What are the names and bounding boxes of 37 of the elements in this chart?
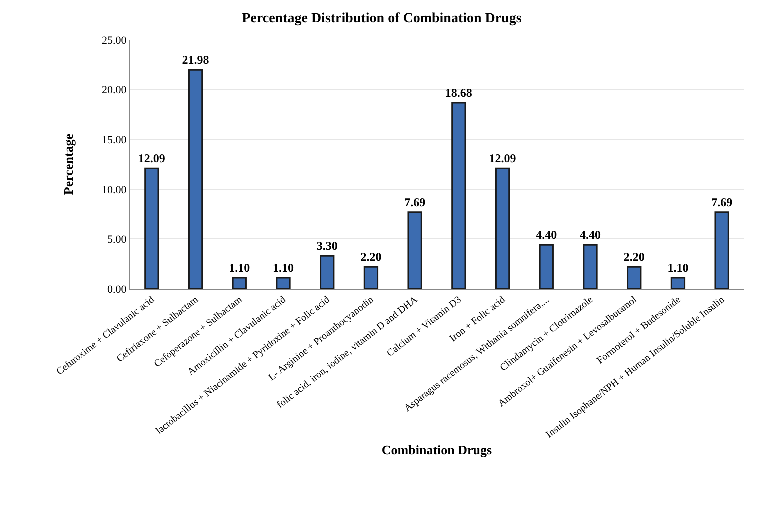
data-label: 12.09: [138, 152, 166, 166]
data-label: 1.10: [668, 261, 689, 276]
data-label: 18.68: [445, 86, 472, 100]
bar: [539, 244, 554, 289]
bar: [276, 277, 291, 289]
data-label: 2.20: [360, 250, 382, 264]
x-axis-title: Combination Drugs: [382, 442, 492, 458]
y-tick-label: 0.00: [108, 284, 128, 296]
data-label: 21.98: [182, 53, 210, 68]
data-label: 4.40: [536, 228, 558, 242]
bar: [408, 212, 422, 289]
bar: [232, 277, 247, 289]
bar: [714, 212, 730, 289]
y-tick-label: 20.00: [102, 84, 128, 97]
data-label: 3.30: [316, 239, 338, 254]
data-label: 2.20: [624, 250, 645, 264]
data-label: 1.10: [273, 261, 294, 276]
bar: [144, 168, 160, 289]
data-label: 7.69: [712, 195, 733, 210]
y-tick-label: 5.00: [108, 234, 128, 246]
data-label: 1.10: [229, 261, 250, 276]
y-tick-label: 10.00: [102, 184, 128, 196]
bar: [188, 69, 204, 289]
bar: [495, 168, 510, 289]
data-label: 4.40: [580, 228, 601, 242]
bar: [320, 255, 335, 289]
bar: [583, 244, 598, 289]
chart-title: Percentage Distribution of Combination Drugs: [242, 12, 522, 27]
y-tick-label: 15.00: [102, 134, 128, 146]
y-axis-title: Percentage: [61, 134, 76, 196]
data-label: 12.09: [489, 152, 516, 166]
bar: [670, 277, 686, 289]
bar: [452, 102, 466, 289]
y-tick-label: 25.00: [102, 34, 128, 47]
bar: [364, 266, 379, 289]
bar: [627, 266, 642, 289]
data-label: 7.69: [404, 195, 426, 210]
